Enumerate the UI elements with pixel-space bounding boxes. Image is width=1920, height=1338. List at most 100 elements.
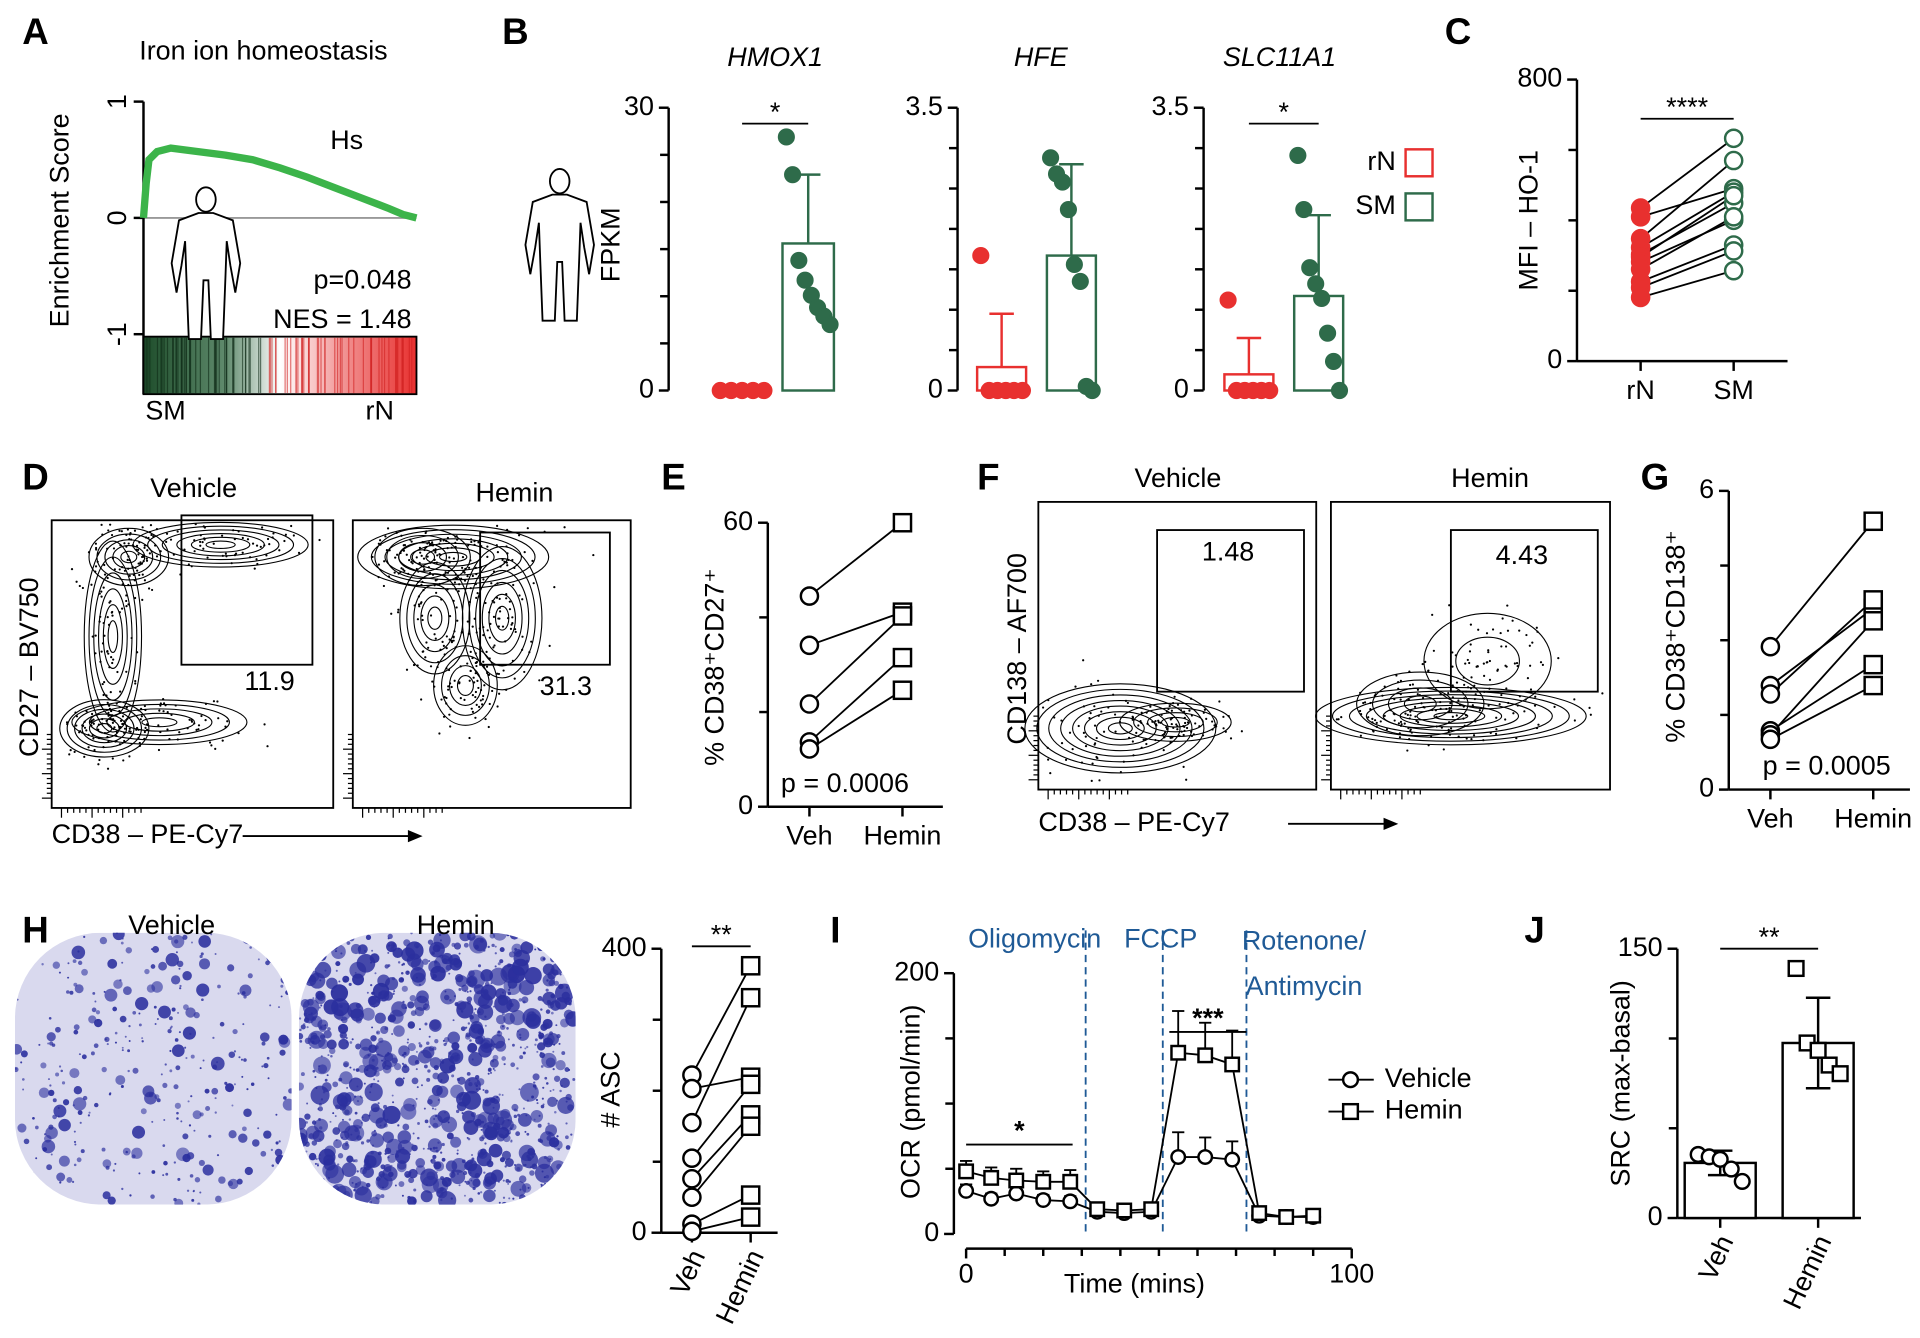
event	[501, 558, 504, 561]
event	[1463, 683, 1466, 686]
event	[139, 718, 142, 721]
event	[1047, 758, 1050, 761]
spot	[52, 1098, 57, 1103]
spot	[443, 994, 450, 1001]
spot	[540, 1008, 543, 1011]
event	[471, 574, 474, 578]
event	[1466, 658, 1469, 662]
event	[521, 598, 524, 601]
spot	[506, 1027, 509, 1030]
data-point	[1295, 200, 1313, 219]
contour	[1455, 636, 1520, 686]
spot	[119, 1015, 127, 1023]
spot	[156, 1098, 161, 1103]
data-point	[892, 647, 913, 668]
spot	[537, 1123, 542, 1128]
spot	[564, 1188, 575, 1199]
data-point	[972, 247, 990, 265]
event	[255, 544, 259, 547]
spot	[549, 1185, 562, 1198]
spot	[546, 1082, 549, 1085]
event	[496, 705, 499, 708]
spot	[426, 1077, 431, 1082]
spot	[81, 1054, 87, 1060]
spot	[299, 1017, 302, 1020]
spot	[463, 942, 469, 948]
spot	[364, 1082, 383, 1102]
spot	[299, 1028, 302, 1032]
spot	[506, 998, 520, 1013]
event	[506, 552, 509, 555]
spot	[506, 933, 510, 937]
spot	[113, 979, 123, 989]
contour	[190, 536, 251, 553]
spot	[129, 1194, 132, 1197]
spot	[410, 1010, 417, 1016]
spot	[540, 1104, 545, 1109]
pair-line	[1640, 159, 1735, 240]
event	[159, 550, 162, 553]
spot	[326, 1074, 329, 1077]
spot	[498, 1201, 501, 1204]
data-point	[682, 1148, 702, 1168]
event	[482, 634, 485, 637]
spot	[456, 1149, 459, 1152]
contour	[102, 604, 123, 669]
spot	[305, 1180, 313, 1188]
contour	[106, 708, 213, 737]
y-axis-label: SRC (max-basal)	[1605, 980, 1635, 1186]
event	[433, 633, 436, 636]
event	[110, 656, 113, 659]
spot	[341, 1034, 344, 1037]
event	[1194, 722, 1197, 725]
event	[425, 545, 428, 549]
condition-label: Hemin	[1451, 463, 1529, 493]
event	[83, 726, 87, 729]
spot	[393, 990, 396, 993]
spot	[406, 959, 409, 962]
data-point	[740, 1207, 761, 1227]
event	[119, 690, 122, 693]
data-point	[1219, 291, 1237, 309]
spot	[324, 1024, 327, 1027]
event	[421, 614, 424, 617]
spot	[555, 1024, 558, 1027]
event	[511, 622, 514, 625]
spot	[156, 1018, 159, 1021]
spot	[491, 943, 495, 948]
contour	[1365, 697, 1536, 735]
event	[90, 712, 94, 716]
event	[216, 700, 219, 703]
spot	[363, 1064, 377, 1078]
gate-value: 11.9	[244, 666, 294, 696]
data-point	[1251, 1205, 1268, 1222]
spot	[499, 959, 504, 964]
spot	[189, 1174, 194, 1178]
data-point	[892, 680, 913, 701]
event	[1053, 716, 1056, 719]
spot	[150, 1194, 155, 1199]
spot	[431, 951, 435, 955]
spot	[407, 1038, 410, 1041]
spot	[298, 1184, 313, 1201]
spot	[210, 1056, 225, 1071]
spot	[241, 1075, 244, 1078]
spot	[71, 1180, 75, 1184]
spot	[61, 1081, 66, 1085]
event	[1409, 710, 1412, 713]
event	[394, 556, 397, 559]
event	[405, 553, 408, 556]
spot	[92, 991, 96, 995]
event	[505, 561, 508, 564]
event	[89, 720, 93, 724]
x-tick-label: 0	[959, 1259, 974, 1289]
spot	[420, 1190, 433, 1203]
spot	[468, 1197, 474, 1203]
spot	[503, 976, 522, 996]
event	[121, 722, 124, 726]
spot	[477, 1192, 481, 1195]
event	[438, 542, 441, 545]
event	[1414, 715, 1417, 718]
event	[440, 698, 443, 701]
spot	[176, 960, 184, 968]
